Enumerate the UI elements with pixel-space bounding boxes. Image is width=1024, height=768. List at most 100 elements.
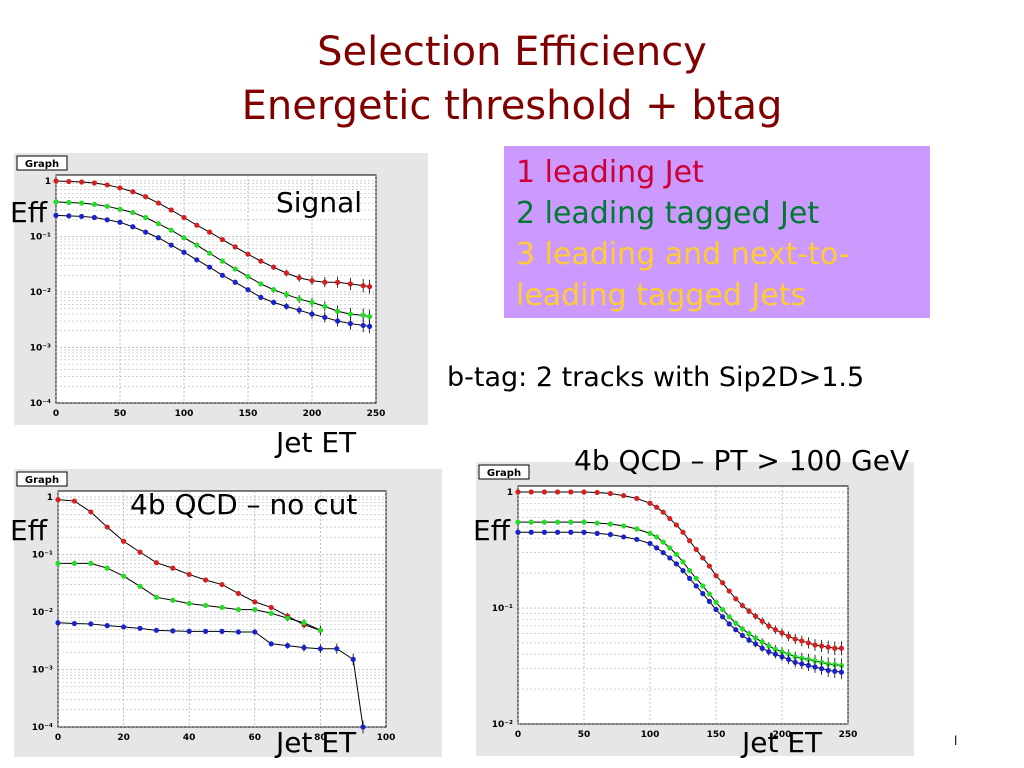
graph-title-box (478, 464, 530, 480)
series-2 (53, 199, 373, 324)
data-point (271, 287, 277, 293)
data-point (581, 529, 587, 535)
x-tick-label: 60 (249, 733, 262, 743)
data-point (555, 519, 561, 525)
legend-box: 1 leading Jet 2 leading tagged Jet 3 lea… (504, 146, 930, 318)
series-line (518, 521, 842, 666)
data-point (673, 551, 679, 557)
data-point (186, 600, 192, 607)
data-point (219, 272, 225, 278)
data-point (713, 606, 719, 613)
data-point (753, 641, 759, 647)
data-point (91, 201, 97, 207)
data-point (799, 655, 805, 661)
data-point (91, 180, 97, 186)
data-point (779, 649, 785, 655)
data-point (53, 178, 59, 184)
data-point (555, 489, 561, 495)
x-tick-label: 100 (175, 409, 194, 419)
data-point (786, 651, 792, 657)
data-point (347, 311, 353, 317)
data-point (296, 296, 302, 302)
series-3 (55, 620, 366, 734)
data-point (121, 538, 127, 544)
data-point (367, 284, 373, 290)
data-point (130, 209, 136, 216)
data-point (88, 509, 94, 515)
data-point (268, 610, 274, 616)
data-point (647, 530, 653, 536)
data-point (819, 666, 825, 672)
data-point (283, 303, 289, 310)
data-point (528, 489, 534, 495)
series-3 (515, 529, 844, 680)
data-point (647, 500, 653, 506)
data-point (805, 656, 811, 663)
data-point (245, 251, 251, 257)
x-tick-label: 40 (183, 733, 196, 743)
data-point (687, 568, 693, 574)
data-point (515, 529, 521, 535)
data-point (746, 608, 752, 614)
data-point (360, 312, 366, 318)
data-point (137, 625, 143, 631)
data-point (88, 560, 94, 567)
data-point (334, 646, 340, 652)
y-tick-label: 1 (507, 488, 513, 498)
x-tick-label: 250 (839, 730, 858, 740)
data-point (733, 596, 739, 602)
qcd-nocut-x-label: Jet ET (276, 726, 357, 759)
data-point (219, 258, 225, 264)
data-point (753, 613, 759, 619)
data-point (581, 519, 587, 525)
data-point (186, 571, 192, 578)
qcd-nocut-y-label: Eff (10, 514, 47, 547)
data-point (693, 546, 699, 553)
x-tick-label: 200 (773, 730, 792, 740)
data-point (367, 323, 373, 329)
data-point (296, 307, 302, 313)
data-point (301, 645, 307, 651)
data-point (667, 555, 673, 561)
data-point (252, 599, 258, 605)
grid (55, 175, 377, 404)
data-point (335, 308, 341, 314)
data-point (621, 523, 627, 529)
data-point (271, 264, 277, 270)
data-point (673, 522, 679, 528)
data-point (607, 490, 613, 497)
data-point (245, 273, 251, 280)
data-point (153, 627, 159, 633)
qcd-nocut-label: 4b QCD – no cut (130, 488, 358, 521)
data-point (258, 294, 264, 300)
series-2 (55, 560, 323, 635)
data-point (232, 266, 238, 272)
data-point (268, 604, 274, 611)
x-tick-label: 0 (515, 730, 521, 740)
grid (57, 491, 387, 728)
x-tick-label: 100 (377, 733, 396, 743)
legend-item-leading-jet: 1 leading Jet (516, 155, 704, 190)
data-point (168, 207, 174, 213)
data-point (232, 279, 238, 285)
y-tick-label: 10⁻³ (32, 666, 53, 676)
x-tick-label: 80 (314, 733, 327, 743)
data-point (53, 212, 59, 218)
data-point (706, 563, 712, 569)
data-point (594, 520, 600, 526)
data-point (700, 583, 706, 589)
data-point (79, 179, 85, 185)
slide-title-line2: Energetic threshold + btag (241, 83, 783, 129)
data-point (541, 519, 547, 525)
data-point (170, 565, 176, 571)
data-point (322, 314, 328, 320)
data-point (687, 538, 693, 544)
series-1 (515, 489, 844, 656)
x-tick-label: 150 (239, 409, 258, 419)
x-tick-label: 50 (578, 730, 591, 740)
data-point (347, 320, 353, 327)
data-point (693, 575, 699, 581)
data-point (647, 540, 653, 547)
data-point (155, 235, 161, 241)
data-point (130, 224, 136, 230)
